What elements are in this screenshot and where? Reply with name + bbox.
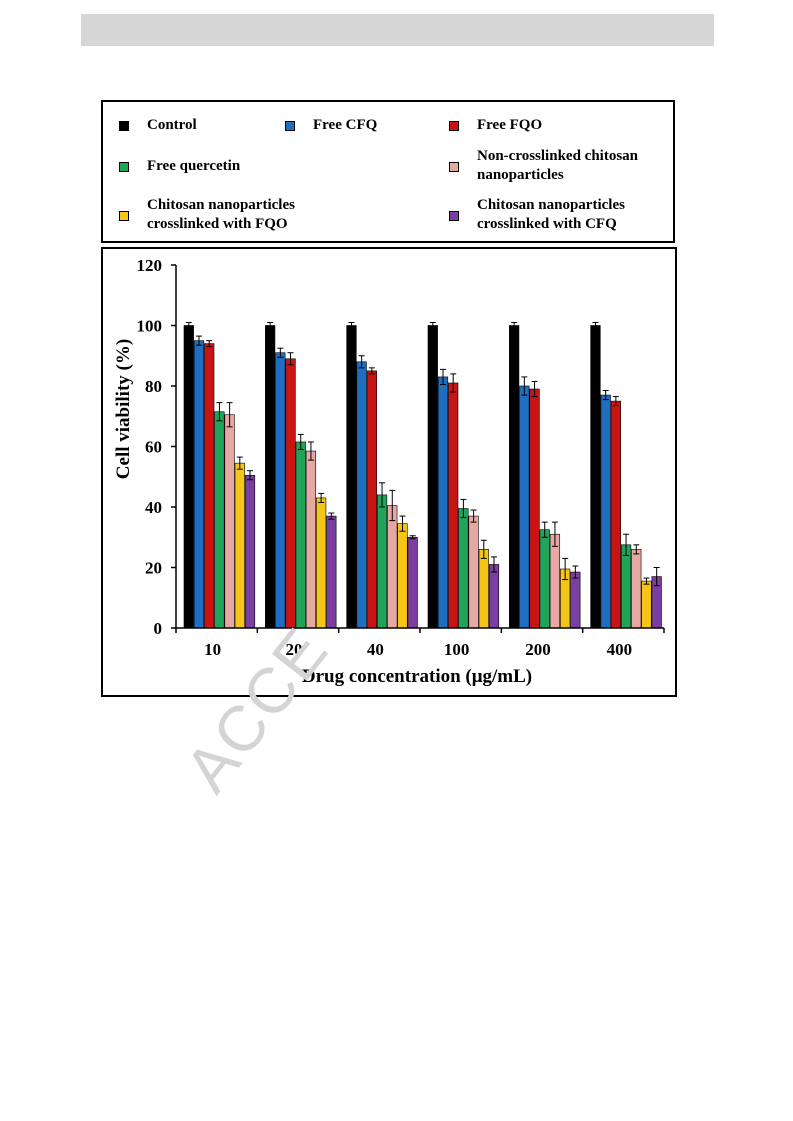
y-tick-label-60: 60 — [145, 438, 162, 457]
legend-label-non-crosslinked: Non-crosslinked chitosan nanoparticles — [477, 148, 639, 183]
bar-10-series-5 — [234, 462, 245, 629]
bar-40-series-4 — [387, 505, 398, 629]
bar-20-series-3 — [295, 441, 306, 629]
bar-40-series-1 — [356, 361, 367, 629]
bar-400-series-4 — [631, 549, 642, 629]
y-tick-label-0: 0 — [154, 619, 163, 638]
bar-200-series-4 — [549, 533, 561, 629]
bar-20-series-6 — [326, 515, 337, 629]
y-tick-label-20: 20 — [145, 559, 162, 578]
legend-label-control: Control — [147, 117, 197, 133]
bar-100-series-5 — [478, 549, 489, 629]
chart-frame: 0 20 40 60 80 100 120 10 20 40 100 200 400 Cell viab… — [101, 247, 677, 697]
legend-item-control: Control — [119, 116, 197, 135]
y-tick-label-80: 80 — [145, 377, 162, 396]
legend-swatch-non-crosslinked — [449, 162, 459, 172]
bar-200-series-0 — [509, 325, 520, 629]
legend-label-free-quercetin: Free quercetin — [147, 158, 241, 174]
y-tick-label-40: 40 — [145, 498, 162, 517]
x-tick-label-20: 20 — [286, 640, 303, 659]
bar-20-series-2 — [285, 358, 296, 629]
bar-200-series-6 — [570, 571, 581, 629]
legend-swatch-crosslinked-fqo — [119, 211, 129, 221]
bar-400-series-5 — [641, 580, 652, 629]
x-tick-label-400: 400 — [607, 640, 633, 659]
bar-100-series-1 — [437, 376, 449, 629]
bar-20-series-4 — [305, 450, 317, 629]
bar-10-series-1 — [193, 340, 205, 629]
bar-200-series-1 — [519, 385, 530, 629]
x-tick-label-100: 100 — [444, 640, 470, 659]
chart-legend: Control Free CFQ Free FQO Free quercetin… — [101, 100, 675, 243]
bar-40-series-5 — [397, 523, 408, 629]
y-tick-label-120: 120 — [137, 256, 163, 275]
bar-200-series-3 — [539, 529, 550, 629]
bar-100-series-0 — [427, 325, 438, 629]
bar-40-series-0 — [346, 325, 357, 629]
bar-400-series-0 — [590, 325, 601, 629]
x-tick-label-40: 40 — [367, 640, 384, 659]
bar-10-series-2 — [204, 343, 215, 629]
x-axis-title: Drug concentration (μg/mL) — [302, 666, 532, 687]
y-axis-title: Cell viability (%) — [113, 339, 134, 479]
bar-40-series-3 — [376, 494, 388, 629]
bar-400-series-3 — [620, 544, 632, 629]
legend-label-crosslinked-fqo: Chitosan nanoparticles crosslinked with … — [147, 197, 295, 232]
x-tick-label-200: 200 — [525, 640, 551, 659]
bar-20-series-1 — [275, 352, 286, 629]
legend-item-crosslinked-fqo: Chitosan nanoparticles crosslinked with … — [119, 196, 295, 234]
legend-label-crosslinked-cfq: Chitosan nanoparticles crosslinked with … — [477, 197, 625, 232]
legend-label-free-fqo: Free FQO — [477, 117, 543, 133]
y-tick-label-100: 100 — [137, 317, 163, 336]
legend-swatch-control — [119, 121, 129, 131]
bar-400-series-2 — [610, 400, 621, 629]
legend-swatch-free-fqo — [449, 121, 459, 131]
bar-20-series-5 — [316, 497, 327, 629]
legend-swatch-crosslinked-cfq — [449, 211, 459, 221]
legend-item-crosslinked-cfq: Chitosan nanoparticles crosslinked with … — [449, 196, 625, 234]
legend-item-free-quercetin: Free quercetin — [119, 157, 240, 176]
bar-20-series-0 — [265, 325, 276, 629]
bar-100-series-2 — [448, 382, 459, 629]
legend-item-free-fqo: Free FQO — [449, 116, 542, 135]
bar-10-series-0 — [183, 325, 194, 629]
header-bar — [81, 14, 714, 46]
legend-swatch-free-cfq — [285, 121, 295, 131]
bar-100-series-4 — [468, 515, 479, 629]
legend-item-non-crosslinked: Non-crosslinked chitosan nanoparticles — [449, 147, 638, 185]
bar-10-series-6 — [244, 474, 256, 629]
legend-swatch-free-quercetin — [119, 162, 129, 172]
bar-chart: 0 20 40 60 80 100 120 10 20 40 100 200 400 Cell viab… — [113, 256, 665, 687]
bar-100-series-6 — [488, 564, 500, 629]
bar-400-series-1 — [600, 394, 611, 629]
bar-100-series-3 — [458, 508, 469, 629]
legend-label-free-cfq: Free CFQ — [313, 117, 378, 133]
bar-10-series-3 — [214, 411, 225, 629]
legend-item-free-cfq: Free CFQ — [285, 116, 377, 135]
bar-10-series-4 — [224, 414, 235, 629]
x-tick-label-10: 10 — [204, 640, 221, 659]
bar-40-series-6 — [407, 536, 418, 629]
bar-200-series-2 — [529, 388, 540, 629]
bar-40-series-2 — [366, 370, 377, 629]
